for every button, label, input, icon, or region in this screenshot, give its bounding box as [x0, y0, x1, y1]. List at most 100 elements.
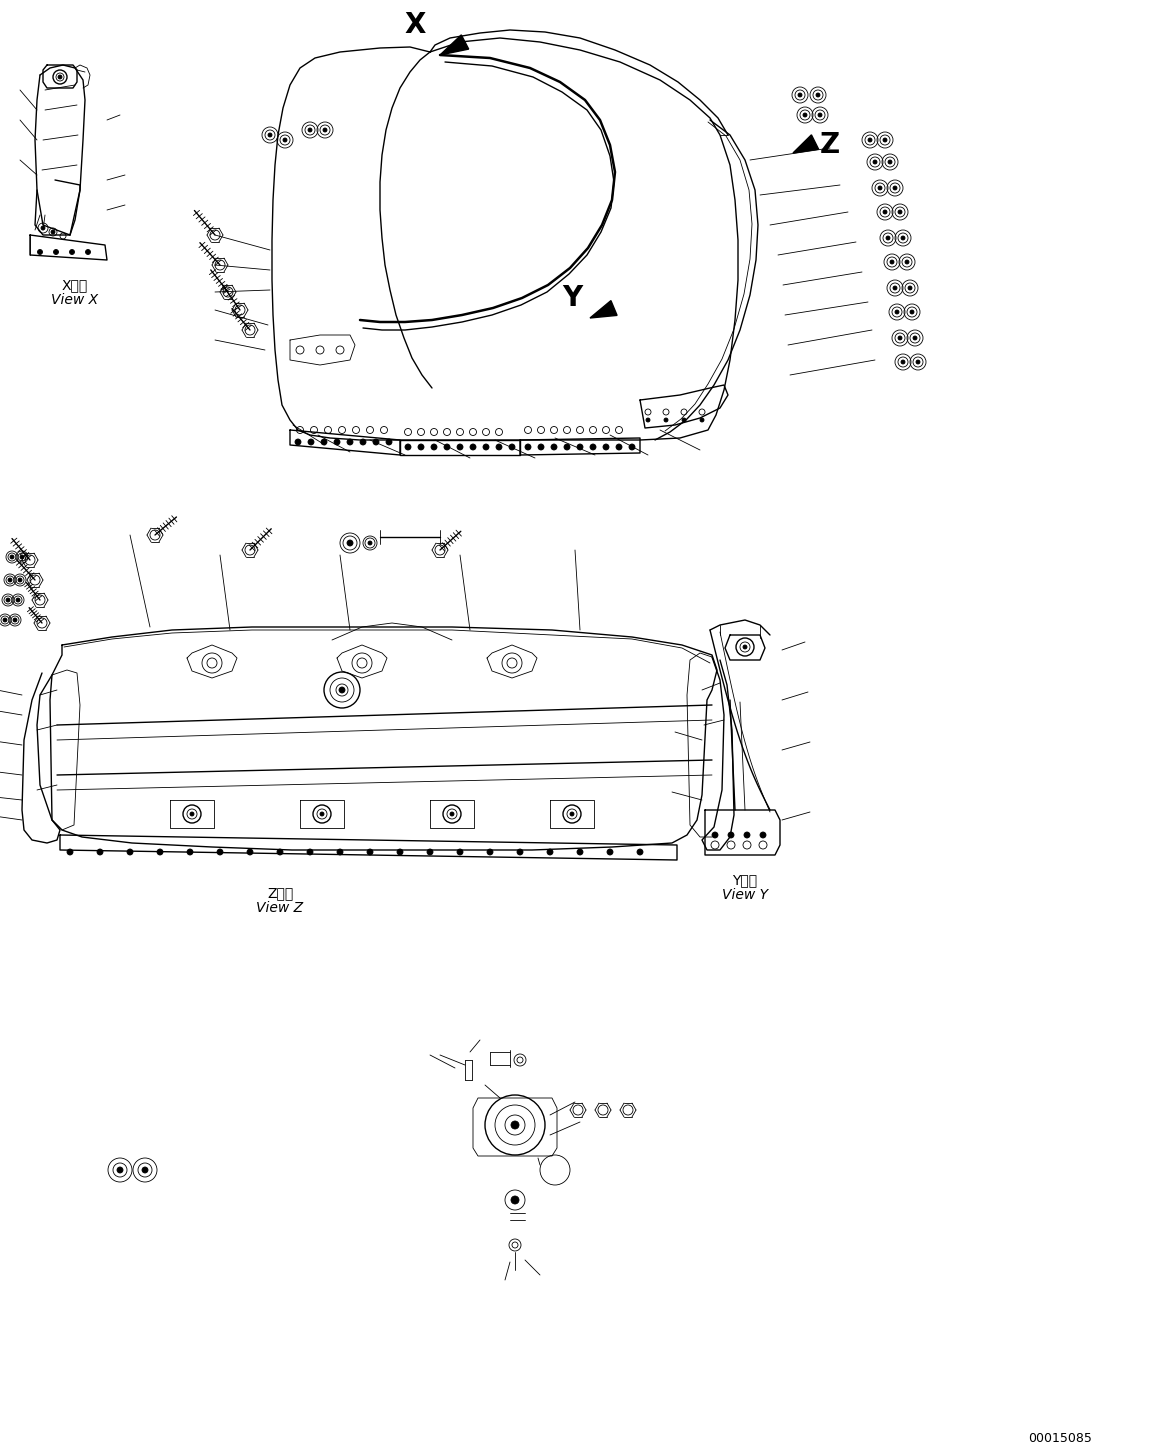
Circle shape [511, 1120, 519, 1129]
Circle shape [308, 439, 314, 445]
Circle shape [360, 439, 366, 445]
Circle shape [386, 439, 392, 445]
Circle shape [637, 850, 643, 856]
Circle shape [878, 186, 882, 191]
Text: Y: Y [562, 284, 582, 311]
Circle shape [607, 850, 613, 856]
Circle shape [6, 598, 10, 602]
Text: View Y: View Y [722, 888, 768, 902]
Circle shape [570, 812, 574, 816]
Circle shape [905, 260, 909, 263]
Circle shape [908, 287, 912, 290]
Text: Z: Z [820, 131, 840, 159]
Circle shape [85, 249, 91, 255]
Circle shape [901, 236, 905, 240]
Circle shape [664, 418, 668, 422]
Circle shape [496, 444, 502, 450]
Circle shape [603, 444, 609, 450]
Circle shape [186, 850, 193, 856]
Circle shape [53, 249, 59, 255]
Circle shape [886, 236, 890, 240]
Circle shape [889, 160, 892, 164]
Circle shape [97, 850, 102, 856]
Text: 00015085: 00015085 [1028, 1432, 1092, 1445]
Circle shape [760, 832, 767, 838]
Circle shape [41, 226, 45, 230]
Circle shape [616, 444, 622, 450]
Circle shape [218, 850, 223, 856]
Polygon shape [590, 301, 617, 319]
Circle shape [295, 439, 302, 445]
Circle shape [538, 444, 544, 450]
Circle shape [727, 832, 734, 838]
Circle shape [898, 210, 902, 214]
Circle shape [346, 439, 353, 445]
Circle shape [127, 850, 134, 856]
Circle shape [901, 359, 905, 364]
Circle shape [509, 444, 514, 450]
Circle shape [564, 444, 570, 450]
Circle shape [816, 93, 820, 97]
Circle shape [893, 186, 897, 191]
Circle shape [368, 541, 372, 546]
Circle shape [277, 850, 283, 856]
Circle shape [590, 444, 596, 450]
Circle shape [10, 554, 14, 559]
Circle shape [893, 287, 897, 290]
Circle shape [898, 336, 902, 340]
Circle shape [744, 832, 750, 838]
Circle shape [308, 128, 312, 132]
Circle shape [525, 444, 531, 450]
Circle shape [346, 540, 353, 546]
Circle shape [430, 444, 437, 450]
Circle shape [798, 93, 802, 97]
Circle shape [457, 850, 463, 856]
Circle shape [117, 1167, 123, 1173]
Circle shape [450, 812, 453, 816]
Circle shape [683, 418, 686, 422]
Circle shape [334, 439, 340, 445]
Circle shape [883, 210, 887, 214]
Circle shape [323, 128, 327, 132]
Circle shape [16, 598, 20, 602]
Circle shape [883, 138, 887, 143]
Circle shape [340, 687, 345, 693]
Circle shape [916, 359, 920, 364]
Circle shape [3, 618, 7, 621]
Circle shape [646, 418, 650, 422]
Polygon shape [793, 135, 818, 153]
Circle shape [67, 850, 73, 856]
Circle shape [157, 850, 163, 856]
Circle shape [577, 444, 584, 450]
Text: Y　視: Y 視 [732, 873, 757, 888]
Circle shape [321, 439, 327, 445]
Circle shape [427, 850, 433, 856]
Circle shape [712, 832, 718, 838]
Circle shape [13, 618, 17, 621]
Circle shape [547, 850, 552, 856]
Circle shape [744, 645, 747, 649]
Circle shape [320, 812, 323, 816]
Circle shape [511, 1196, 519, 1203]
Text: X　視: X 視 [62, 278, 89, 292]
Circle shape [803, 113, 807, 116]
Circle shape [872, 160, 877, 164]
Circle shape [8, 578, 12, 582]
Circle shape [895, 310, 899, 314]
Circle shape [268, 132, 272, 137]
Circle shape [142, 1167, 148, 1173]
Circle shape [58, 76, 62, 79]
Circle shape [367, 850, 373, 856]
Circle shape [868, 138, 872, 143]
Circle shape [247, 850, 253, 856]
Circle shape [890, 260, 894, 263]
Circle shape [38, 249, 43, 255]
Circle shape [910, 310, 914, 314]
Circle shape [397, 850, 403, 856]
Circle shape [487, 850, 493, 856]
Polygon shape [440, 35, 468, 55]
Circle shape [483, 444, 489, 450]
Circle shape [700, 418, 704, 422]
Circle shape [457, 444, 463, 450]
Circle shape [283, 138, 287, 143]
